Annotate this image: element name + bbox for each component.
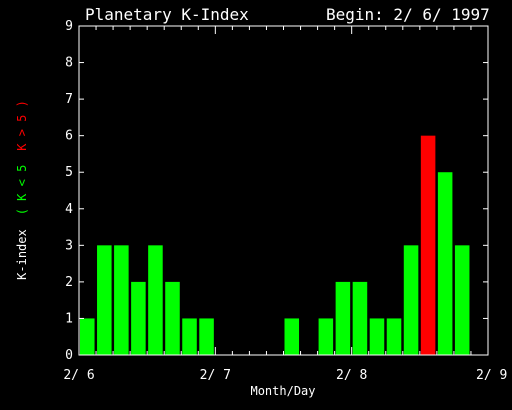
bar — [165, 281, 180, 355]
y-axis-label-part: ( K < 5 — [15, 165, 29, 216]
bar — [369, 318, 385, 355]
bar — [352, 281, 368, 355]
bar — [386, 318, 402, 355]
bar — [114, 245, 129, 355]
y-ticks: 0 1 2 3 4 5 6 7 8 9 — [65, 19, 488, 363]
bar — [199, 318, 214, 355]
bars — [80, 135, 470, 355]
bar — [80, 318, 95, 355]
bar — [284, 318, 300, 355]
y-tick-label: 1 — [65, 311, 73, 326]
bar — [420, 135, 436, 355]
x-tick-label: 2/ 7 — [200, 368, 231, 383]
y-axis-label-part: K > 5 ) — [15, 100, 29, 151]
bar — [403, 245, 419, 355]
y-tick-label: 5 — [65, 165, 73, 180]
bar — [335, 281, 351, 355]
y-tick-label: 6 — [65, 129, 73, 144]
chart-subtitle: Begin: 2/ 6/ 1997 — [326, 5, 490, 24]
bar — [318, 318, 334, 355]
y-tick-label: 9 — [65, 19, 73, 34]
y-tick-label: 3 — [65, 238, 73, 253]
bar — [97, 245, 112, 355]
y-tick-label: 4 — [65, 202, 73, 217]
x-tick-label: 2/ 6 — [63, 368, 94, 383]
y-axis-label-part: K-index — [15, 229, 29, 280]
y-tick-label: 2 — [65, 275, 73, 290]
y-tick-label: 7 — [65, 92, 73, 107]
y-tick-label: 8 — [65, 56, 73, 71]
y-axis-label: K-index ( K < 5 K > 5 ) — [15, 100, 29, 280]
bar — [131, 281, 146, 355]
chart-title: Planetary K-Index — [85, 5, 249, 24]
y-tick-label: 0 — [65, 348, 73, 363]
x-tick-label: 2/ 8 — [336, 368, 367, 383]
x-ticks: 2/ 6 2/ 7 2/ 8 2/ 9 — [63, 26, 507, 383]
bar — [437, 172, 453, 355]
bar — [148, 245, 163, 355]
bar — [454, 245, 470, 355]
x-tick-label: 2/ 9 — [476, 368, 507, 383]
x-axis-label: Month/Day — [250, 384, 315, 398]
y-axis-label-text: K-index ( K < 5 K > 5 ) — [15, 100, 29, 280]
bar — [182, 318, 197, 355]
